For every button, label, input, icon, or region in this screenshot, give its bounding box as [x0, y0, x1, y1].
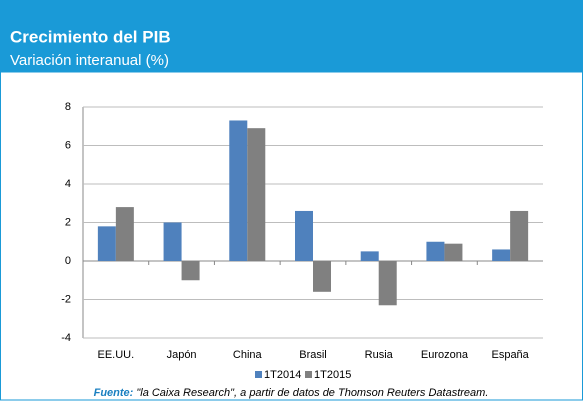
bar: [181, 261, 200, 281]
bar: [426, 241, 445, 261]
y-tick-label: 4: [65, 178, 71, 190]
bar: [378, 261, 397, 306]
source: Fuente: "la Caixa Research", a partir de …: [94, 387, 489, 399]
bar: [163, 222, 182, 261]
y-tick-label: 8: [65, 101, 71, 113]
y-tick-label: 0: [65, 255, 71, 267]
x-tick-label: Japón: [167, 349, 197, 361]
source-label: Fuente:: [94, 387, 134, 399]
legend-label: 1T2015: [314, 369, 351, 381]
bar: [510, 210, 529, 261]
bar: [115, 207, 134, 261]
legend-label: 1T2014: [264, 369, 301, 381]
chart-title: Crecimiento del PIB: [10, 27, 171, 46]
header: [0, 0, 583, 72]
frame: [0, 71, 583, 401]
x-tick-label: España: [491, 349, 529, 361]
y-tick-label: 6: [65, 139, 71, 151]
bar: [313, 261, 331, 292]
legend-swatch: [255, 371, 262, 378]
bar: [229, 120, 248, 261]
y-tick-label: 2: [65, 216, 71, 228]
y-tick-label: -2: [61, 293, 71, 305]
x-tick-label: Brasil: [299, 349, 327, 361]
bar: [360, 251, 379, 261]
bar: [97, 226, 116, 261]
chart-subtitle: Variación interanual (%): [10, 52, 169, 69]
bar: [444, 243, 463, 261]
x-tick-label: China: [233, 349, 263, 361]
x-tick-label: EE.UU.: [98, 349, 135, 361]
bar: [492, 249, 511, 261]
bar: [247, 128, 266, 261]
y-tick-label: -4: [61, 332, 71, 344]
bar: [295, 210, 313, 261]
legend-swatch: [305, 371, 312, 378]
source-text: "la Caixa Research", a partir de datos d…: [136, 387, 488, 399]
x-tick-label: Eurozona: [421, 349, 469, 361]
x-tick-label: Rusia: [365, 349, 394, 361]
